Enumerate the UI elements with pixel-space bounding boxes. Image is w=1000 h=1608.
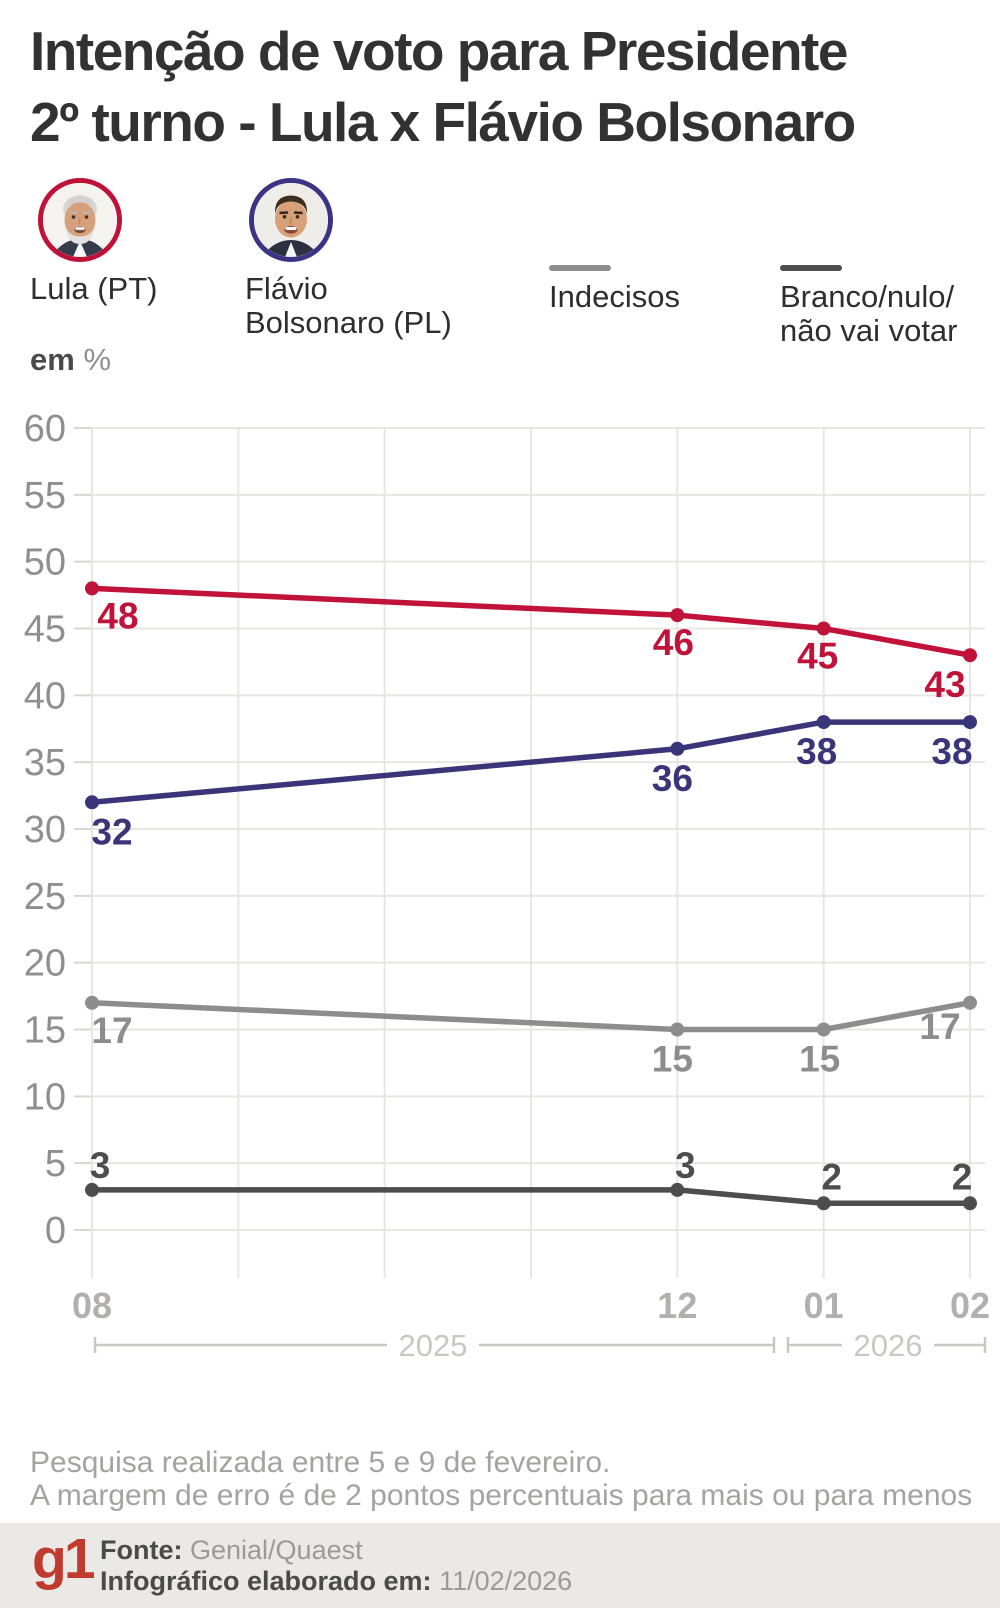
info-label: Infográfico elaborado em: <box>100 1566 432 1596</box>
value-label-lula-02: 43 <box>924 664 965 705</box>
footnote: Pesquisa realizada entre 5 e 9 de fevere… <box>30 1446 972 1512</box>
year-brackets: 2025 2026 <box>93 1328 987 1363</box>
series-flavio-bolsonaro: 32 36 38 38 <box>85 715 977 852</box>
data-point-indecisos-12 <box>670 1022 685 1037</box>
data-point-lula-08 <box>85 581 99 596</box>
data-point-indecisos-01 <box>816 1022 831 1037</box>
svg-text:55: 55 <box>24 475 66 517</box>
avatar-flavio <box>249 178 333 262</box>
data-point-branco-nulo-nao-vai-votar-12 <box>670 1182 685 1197</box>
data-point-flavio-bolsonaro-02 <box>962 715 977 730</box>
svg-text:45: 45 <box>24 608 66 650</box>
value-label-indecisos-12: 15 <box>652 1038 693 1079</box>
svg-text:2026: 2026 <box>854 1328 923 1363</box>
svg-text:2025: 2025 <box>399 1328 468 1363</box>
svg-text:10: 10 <box>24 1076 66 1118</box>
value-label-indecisos-08: 17 <box>91 1010 132 1051</box>
value-label-lula-08: 48 <box>97 595 138 636</box>
value-label-flavio-bolsonaro-08: 32 <box>91 811 132 852</box>
data-point-branco-nulo-nao-vai-votar-01 <box>816 1196 831 1211</box>
source-value: Genial/Quaest <box>190 1535 363 1565</box>
legend-swatch-branco-nulo <box>780 265 842 271</box>
data-point-flavio-bolsonaro-08 <box>85 795 99 810</box>
svg-text:25: 25 <box>24 876 66 918</box>
svg-text:02: 02 <box>950 1285 990 1326</box>
series-line-indecisos <box>89 1000 973 1033</box>
svg-text:0: 0 <box>45 1210 66 1252</box>
data-point-flavio-bolsonaro-01 <box>816 715 831 730</box>
source-block: Fonte: Genial/Quaest Infográfico elabora… <box>100 1535 572 1597</box>
data-point-indecisos-08 <box>85 995 99 1010</box>
value-label-branco-nulo-nao-vai-votar-08: 3 <box>90 1145 111 1186</box>
value-label-indecisos-01: 15 <box>799 1038 840 1079</box>
svg-text:50: 50 <box>24 542 66 584</box>
title-line-1: Intenção de voto para Presidente <box>30 20 848 82</box>
value-label-lula-01: 45 <box>797 635 838 676</box>
y-axis-unit: em % <box>30 342 112 377</box>
g1-logo: g1 <box>32 1527 96 1591</box>
svg-text:15: 15 <box>24 1009 66 1051</box>
data-point-branco-nulo-nao-vai-votar-08 <box>85 1182 99 1197</box>
data-point-lula-12 <box>670 608 685 623</box>
info-line: Infográfico elaborado em: 11/02/2026 <box>100 1566 572 1597</box>
footer-bar: g1 Fonte: Genial/Quaest Infográfico elab… <box>0 1523 1000 1608</box>
svg-text:40: 40 <box>24 675 66 717</box>
svg-text:01: 01 <box>804 1285 844 1326</box>
title-line-2: 2º turno - Lula x Flávio Bolsonaro <box>30 91 856 153</box>
value-label-branco-nulo-nao-vai-votar-12: 3 <box>675 1145 696 1186</box>
series-line-flavio-bolsonaro <box>89 719 973 806</box>
svg-text:60: 60 <box>24 408 66 450</box>
data-point-lula-01 <box>816 621 831 636</box>
legend-label-flavio: Flávio Bolsonaro (PL) <box>245 271 452 340</box>
value-label-flavio-bolsonaro-01: 38 <box>796 731 837 772</box>
page-title: Intenção de voto para Presidente 2º turn… <box>30 16 980 158</box>
data-point-indecisos-02 <box>962 995 977 1010</box>
legend-label-lula: Lula (PT) <box>30 271 158 306</box>
svg-text:08: 08 <box>72 1285 112 1326</box>
flavio-photo <box>254 183 328 257</box>
data-point-lula-02 <box>962 648 977 663</box>
gridlines <box>74 426 985 1278</box>
value-label-branco-nulo-nao-vai-votar-01: 2 <box>821 1156 842 1197</box>
svg-text:20: 20 <box>24 943 66 985</box>
series-indecisos: 17 15 15 17 <box>85 995 977 1079</box>
series-line-branco-nulo-nao-vai-votar <box>89 1187 973 1207</box>
value-label-branco-nulo-nao-vai-votar-02: 2 <box>952 1156 973 1197</box>
series-branco-nulo-nao-vai-votar: 3 3 2 2 <box>85 1145 977 1211</box>
svg-text:12: 12 <box>657 1285 697 1326</box>
legend-label-branco-nulo: Branco/nulo/ não vai votar <box>780 279 958 348</box>
axis-tick-labels: 0 5 10 15 20 25 30 35 40 45 50 55 60 08 12 01 02 <box>24 408 990 1326</box>
value-label-lula-12: 46 <box>653 622 694 663</box>
data-point-flavio-bolsonaro-12 <box>670 741 685 756</box>
info-value: 11/02/2026 <box>439 1566 573 1596</box>
series-line-lula <box>89 585 973 658</box>
svg-text:30: 30 <box>24 809 66 851</box>
svg-text:5: 5 <box>45 1143 66 1185</box>
footnote-line-2: A margem de erro é de 2 pontos percentua… <box>30 1479 973 1512</box>
value-label-indecisos-02: 17 <box>919 1006 960 1047</box>
data-point-branco-nulo-nao-vai-votar-02 <box>962 1196 977 1211</box>
avatar-lula <box>38 178 122 262</box>
footnote-line-1: Pesquisa realizada entre 5 e 9 de fevere… <box>30 1446 611 1479</box>
series-lula: 48 46 45 43 <box>85 581 977 705</box>
svg-text:35: 35 <box>24 742 66 784</box>
value-label-flavio-bolsonaro-12: 36 <box>652 758 693 799</box>
legend-swatch-indecisos <box>549 265 611 271</box>
source-label: Fonte: <box>100 1535 183 1565</box>
value-label-flavio-bolsonaro-02: 38 <box>931 731 972 772</box>
legend-label-indecisos: Indecisos <box>549 279 680 314</box>
source-line: Fonte: Genial/Quaest <box>100 1535 572 1566</box>
lula-photo <box>43 183 117 257</box>
